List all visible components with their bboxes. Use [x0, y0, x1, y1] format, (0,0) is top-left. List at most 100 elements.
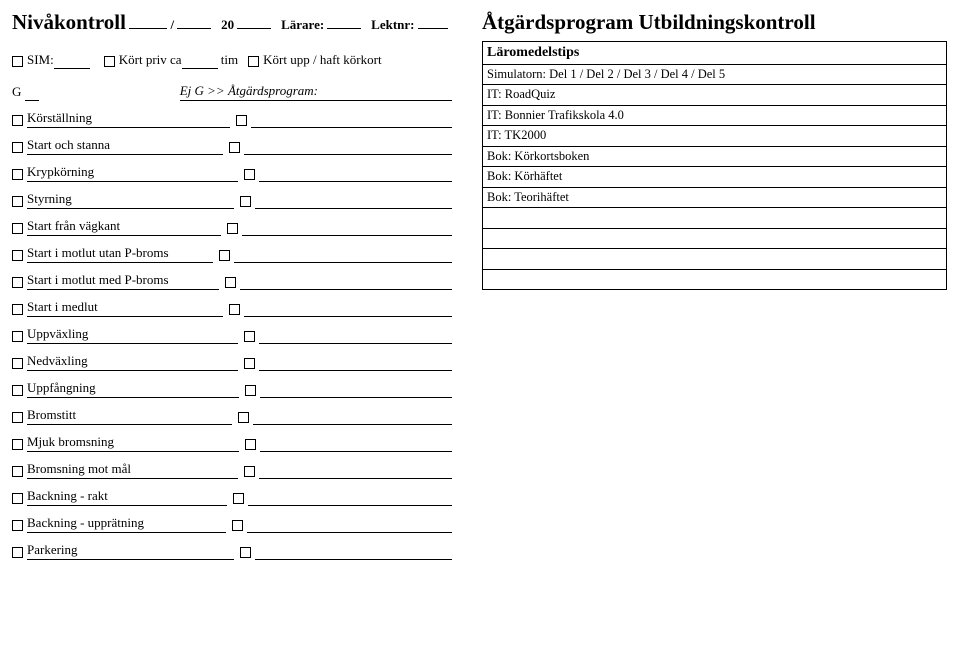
item-label-fill [78, 411, 232, 425]
item-note-line [259, 465, 452, 479]
checkbox-sim[interactable] [12, 56, 23, 67]
checkbox-kort-priv[interactable] [104, 56, 115, 67]
checklist-row: Mjuk bromsning [12, 434, 452, 452]
item-label: Nedväxling [27, 352, 90, 371]
checkbox-item-note[interactable] [244, 358, 255, 369]
checkbox-item-note[interactable] [225, 277, 236, 288]
checklist-row: Backning - upprätning [12, 515, 452, 533]
tips-row: IT: RoadQuiz [483, 85, 947, 106]
checklist-row: Parkering [12, 542, 452, 560]
checkbox-item[interactable] [12, 169, 23, 180]
checkbox-item-note[interactable] [240, 547, 251, 558]
checkbox-item[interactable] [12, 331, 23, 342]
item-label: Styrning [27, 190, 74, 209]
kort-priv-label: Kört priv ca [119, 51, 182, 69]
tips-row: IT: Bonnier Trafikskola 4.0 [483, 105, 947, 126]
item-note-line [242, 222, 452, 236]
tips-row [483, 249, 947, 270]
title-nivakontroll: Nivåkontroll [12, 10, 126, 34]
checkbox-item[interactable] [12, 493, 23, 504]
checkbox-item-note[interactable] [233, 493, 244, 504]
checkbox-item-note[interactable] [244, 169, 255, 180]
left-column: Nivåkontroll / 20 Lärare: Lektnr: SIM: K… [12, 8, 452, 569]
checkbox-item[interactable] [12, 223, 23, 234]
checkbox-item-note[interactable] [227, 223, 238, 234]
checkbox-item-note[interactable] [245, 385, 256, 396]
item-note-line [260, 438, 452, 452]
item-label: Start i medlut [27, 298, 100, 317]
checklist-row: Bromstitt [12, 407, 452, 425]
checkbox-item[interactable] [12, 439, 23, 450]
item-note-line [255, 195, 452, 209]
checkbox-kort-upp[interactable] [248, 56, 259, 67]
checkbox-item-note[interactable] [240, 196, 251, 207]
checkbox-item[interactable] [12, 358, 23, 369]
checkbox-item-note[interactable] [232, 520, 243, 531]
item-label-fill [146, 519, 226, 533]
item-note-line [234, 249, 452, 263]
checkbox-item-note[interactable] [244, 466, 255, 477]
item-note-line [260, 384, 452, 398]
kort-upp-label: Kört upp / haft körkort [263, 51, 381, 69]
tim-label: tim [221, 51, 238, 69]
item-label: Krypkörning [27, 163, 96, 182]
checklist-row: Start i motlut med P-broms [12, 272, 452, 290]
item-label-fill [80, 546, 234, 560]
header-line: Nivåkontroll / 20 Lärare: Lektnr: [12, 8, 452, 37]
item-label: Start från vägkant [27, 217, 122, 236]
item-label: Bromsning mot mål [27, 460, 133, 479]
item-note-line [247, 519, 452, 533]
checklist-row: Start i motlut utan P-broms [12, 245, 452, 263]
item-label: Bromstitt [27, 406, 78, 425]
item-label-fill [112, 141, 223, 155]
tips-row: Bok: Körkortsboken [483, 146, 947, 167]
checkbox-item[interactable] [12, 142, 23, 153]
item-label-fill [171, 276, 220, 290]
item-label-fill [74, 195, 234, 209]
checkbox-item[interactable] [12, 412, 23, 423]
item-label: Körställning [27, 109, 94, 128]
checklist-row: Uppfångning [12, 380, 452, 398]
slash: / [170, 17, 174, 32]
checkbox-item[interactable] [12, 520, 23, 531]
checkbox-item[interactable] [12, 385, 23, 396]
item-label-fill [171, 249, 214, 263]
checkbox-item[interactable] [12, 115, 23, 126]
item-label: Start i motlut utan P-broms [27, 244, 171, 263]
item-note-line [255, 546, 452, 560]
item-label-fill [133, 465, 238, 479]
item-note-line [240, 276, 452, 290]
item-label: Parkering [27, 541, 80, 560]
checkbox-item[interactable] [12, 250, 23, 261]
checkbox-item[interactable] [12, 277, 23, 288]
sim-label: SIM: [27, 51, 54, 69]
tips-row [483, 208, 947, 229]
checkbox-item-note[interactable] [244, 331, 255, 342]
item-label: Start i motlut med P-broms [27, 271, 171, 290]
checklist-row: Start och stanna [12, 137, 452, 155]
checklist-row: Krypkörning [12, 164, 452, 182]
checkbox-item-note[interactable] [236, 115, 247, 126]
checkbox-item-note[interactable] [219, 250, 230, 261]
tips-row [483, 269, 947, 290]
checklist-row: Start från vägkant [12, 218, 452, 236]
checklist-row: Styrning [12, 191, 452, 209]
item-label-fill [90, 330, 238, 344]
checkbox-item[interactable] [12, 196, 23, 207]
item-label-fill [110, 492, 227, 506]
checkbox-item-note[interactable] [229, 142, 240, 153]
larare-label: Lärare: [281, 17, 324, 32]
checkbox-item-note[interactable] [245, 439, 256, 450]
checkbox-item-note[interactable] [238, 412, 249, 423]
item-note-line [248, 492, 452, 506]
checkbox-item[interactable] [12, 547, 23, 558]
checkbox-item-note[interactable] [229, 304, 240, 315]
item-note-line [244, 141, 452, 155]
checklist-row: Start i medlut [12, 299, 452, 317]
tips-row: Simulatorn: Del 1 / Del 2 / Del 3 / Del … [483, 64, 947, 85]
checkbox-item[interactable] [12, 304, 23, 315]
checkbox-item[interactable] [12, 466, 23, 477]
tips-row: Bok: Teorihäftet [483, 187, 947, 208]
checklist: Körställning Start och stanna Krypkörning S… [12, 110, 452, 560]
laromedel-table: Läromedelstips Simulatorn: Del 1 / Del 2… [482, 41, 947, 290]
